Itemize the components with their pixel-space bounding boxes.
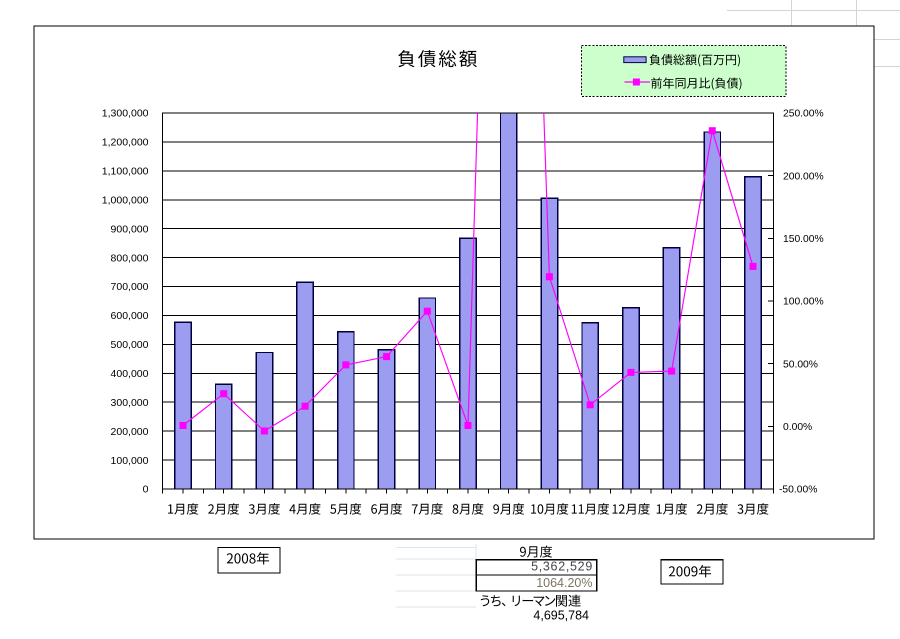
svg-text:1,200,000: 1,200,000 — [102, 137, 149, 149]
svg-text:4,695,784: 4,695,784 — [533, 609, 589, 623]
svg-text:250.00%: 250.00% — [783, 109, 824, 120]
svg-text:50.00%: 50.00% — [783, 359, 818, 370]
svg-text:0: 0 — [143, 484, 149, 496]
svg-text:700,000: 700,000 — [111, 281, 149, 293]
svg-text:0.00%: 0.00% — [783, 422, 812, 433]
svg-text:200,000: 200,000 — [111, 426, 149, 438]
svg-text:-50.00%: -50.00% — [779, 485, 817, 496]
svg-text:1,300,000: 1,300,000 — [102, 108, 149, 120]
svg-text:200.00%: 200.00% — [783, 171, 824, 182]
svg-text:100.00%: 100.00% — [783, 297, 824, 308]
svg-text:900,000: 900,000 — [111, 223, 149, 235]
svg-text:100,000: 100,000 — [111, 455, 149, 467]
svg-text:150.00%: 150.00% — [783, 234, 824, 245]
svg-text:300,000: 300,000 — [111, 397, 149, 409]
svg-text:800,000: 800,000 — [111, 252, 149, 264]
svg-text:400,000: 400,000 — [111, 368, 149, 380]
svg-text:1,100,000: 1,100,000 — [102, 166, 149, 178]
svg-text:1064.20%: 1064.20% — [536, 576, 592, 590]
svg-text:5,362,529: 5,362,529 — [531, 560, 593, 574]
svg-text:1,000,000: 1,000,000 — [102, 195, 149, 207]
svg-text:500,000: 500,000 — [111, 339, 149, 351]
svg-text:600,000: 600,000 — [111, 310, 149, 322]
